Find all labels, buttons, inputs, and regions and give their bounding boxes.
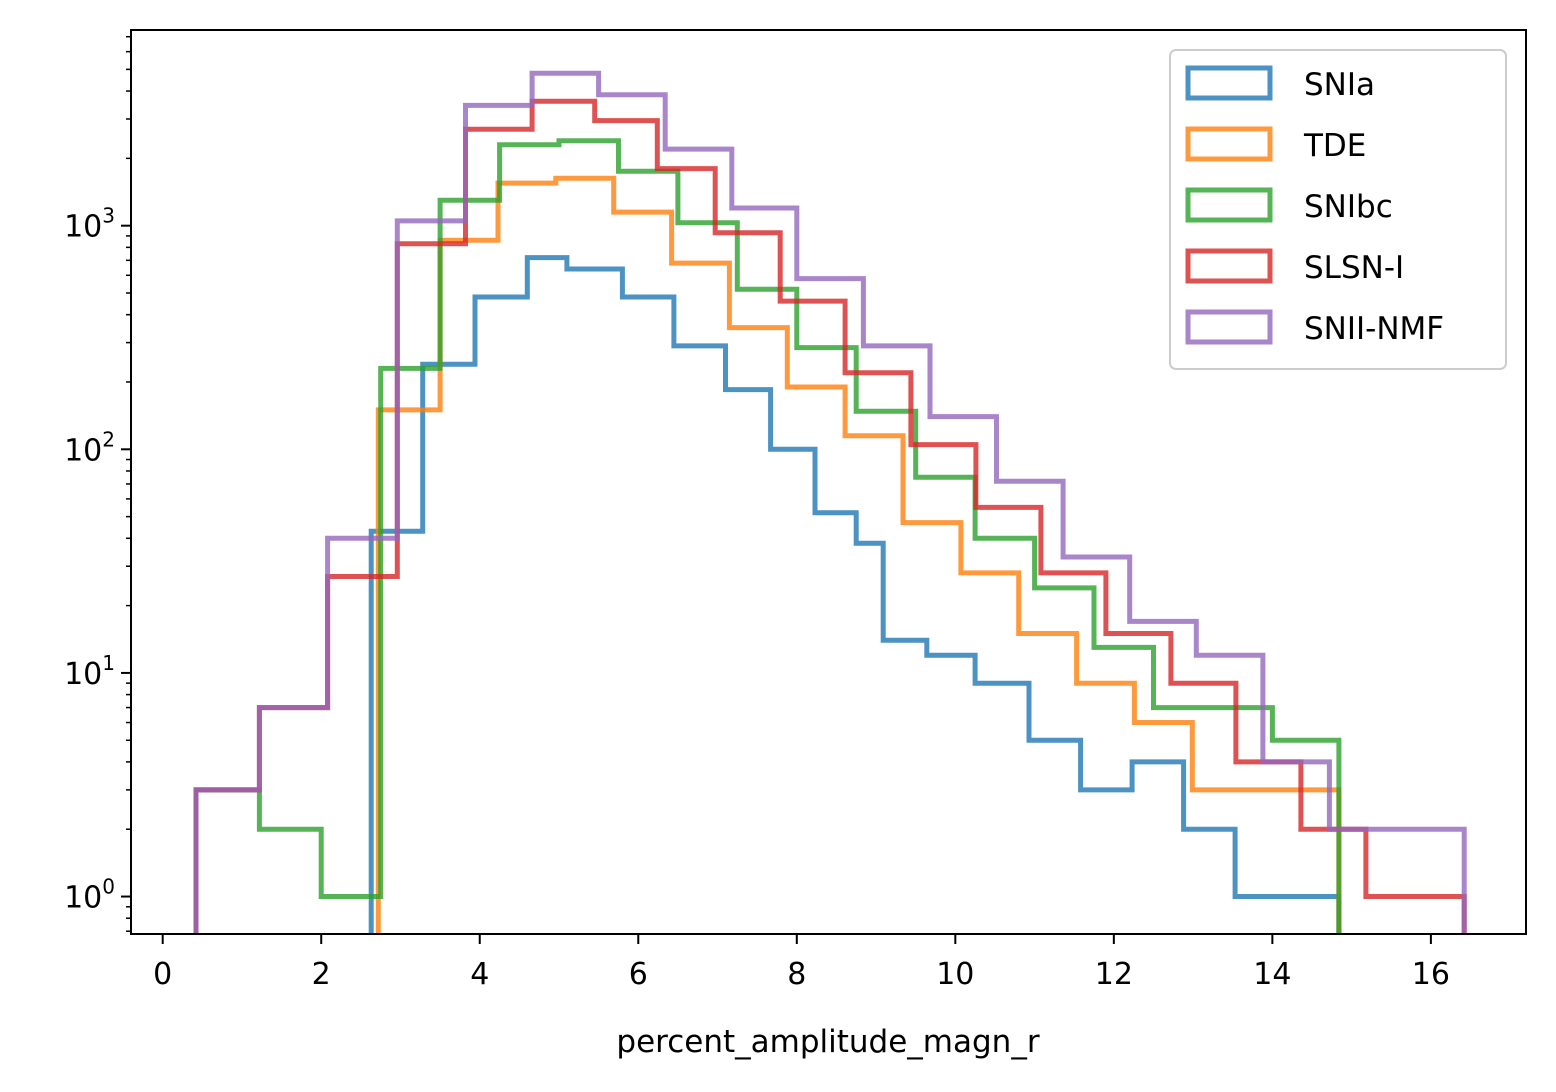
y-tick-base: 10	[64, 210, 102, 245]
x-tick-label: 16	[1412, 957, 1450, 992]
y-tick-exponent: 3	[102, 204, 115, 228]
x-tick-label: 0	[153, 957, 172, 992]
legend-swatch	[1185, 248, 1273, 284]
y-tick-label: 101	[64, 651, 115, 692]
y-tick-label: 102	[64, 427, 115, 468]
x-tick-label: 10	[936, 957, 974, 992]
x-tick-label: 2	[312, 957, 331, 992]
y-tick-label: 100	[64, 875, 115, 916]
y-tick-exponent: 1	[102, 651, 115, 675]
y-tick-base: 10	[64, 657, 102, 692]
legend-swatch	[1185, 187, 1273, 223]
series-tde-line	[375, 175, 1342, 934]
legend-swatch	[1185, 126, 1273, 162]
x-tick-label: 4	[470, 957, 489, 992]
y-tick-label: 103	[64, 204, 115, 245]
legend-label: SNIbc	[1304, 189, 1393, 225]
x-tick-label: 6	[629, 957, 648, 992]
legend-label: SLSN-I	[1304, 250, 1404, 286]
legend: SNIa TDE SNIbc SLSN-I SNII-NMF	[1169, 49, 1507, 370]
legend-label: TDE	[1303, 128, 1366, 164]
series-snibc-line	[193, 138, 1342, 934]
x-tick-label: 8	[787, 957, 806, 992]
y-tick-base: 10	[64, 881, 102, 916]
y-tick-exponent: 0	[102, 875, 115, 899]
legend-swatch	[1185, 309, 1273, 345]
legend-label: SNII-NMF	[1304, 311, 1444, 347]
x-tick-label: 12	[1095, 957, 1133, 992]
x-axis: 0 2 4 6 8 10 12 14 16	[153, 934, 1450, 992]
series-snia-line	[368, 255, 1342, 934]
series-snii-nmf-line	[193, 70, 1467, 934]
y-tick-exponent: 2	[102, 427, 115, 451]
x-axis-label: percent_amplitude_magn_r	[616, 1024, 1039, 1060]
y-tick-base: 10	[64, 433, 102, 468]
legend-label: SNIa	[1304, 67, 1375, 103]
series-layer	[193, 70, 1467, 934]
legend-swatch	[1185, 65, 1273, 101]
plot-frame	[130, 29, 1527, 935]
x-tick-label: 14	[1253, 957, 1291, 992]
